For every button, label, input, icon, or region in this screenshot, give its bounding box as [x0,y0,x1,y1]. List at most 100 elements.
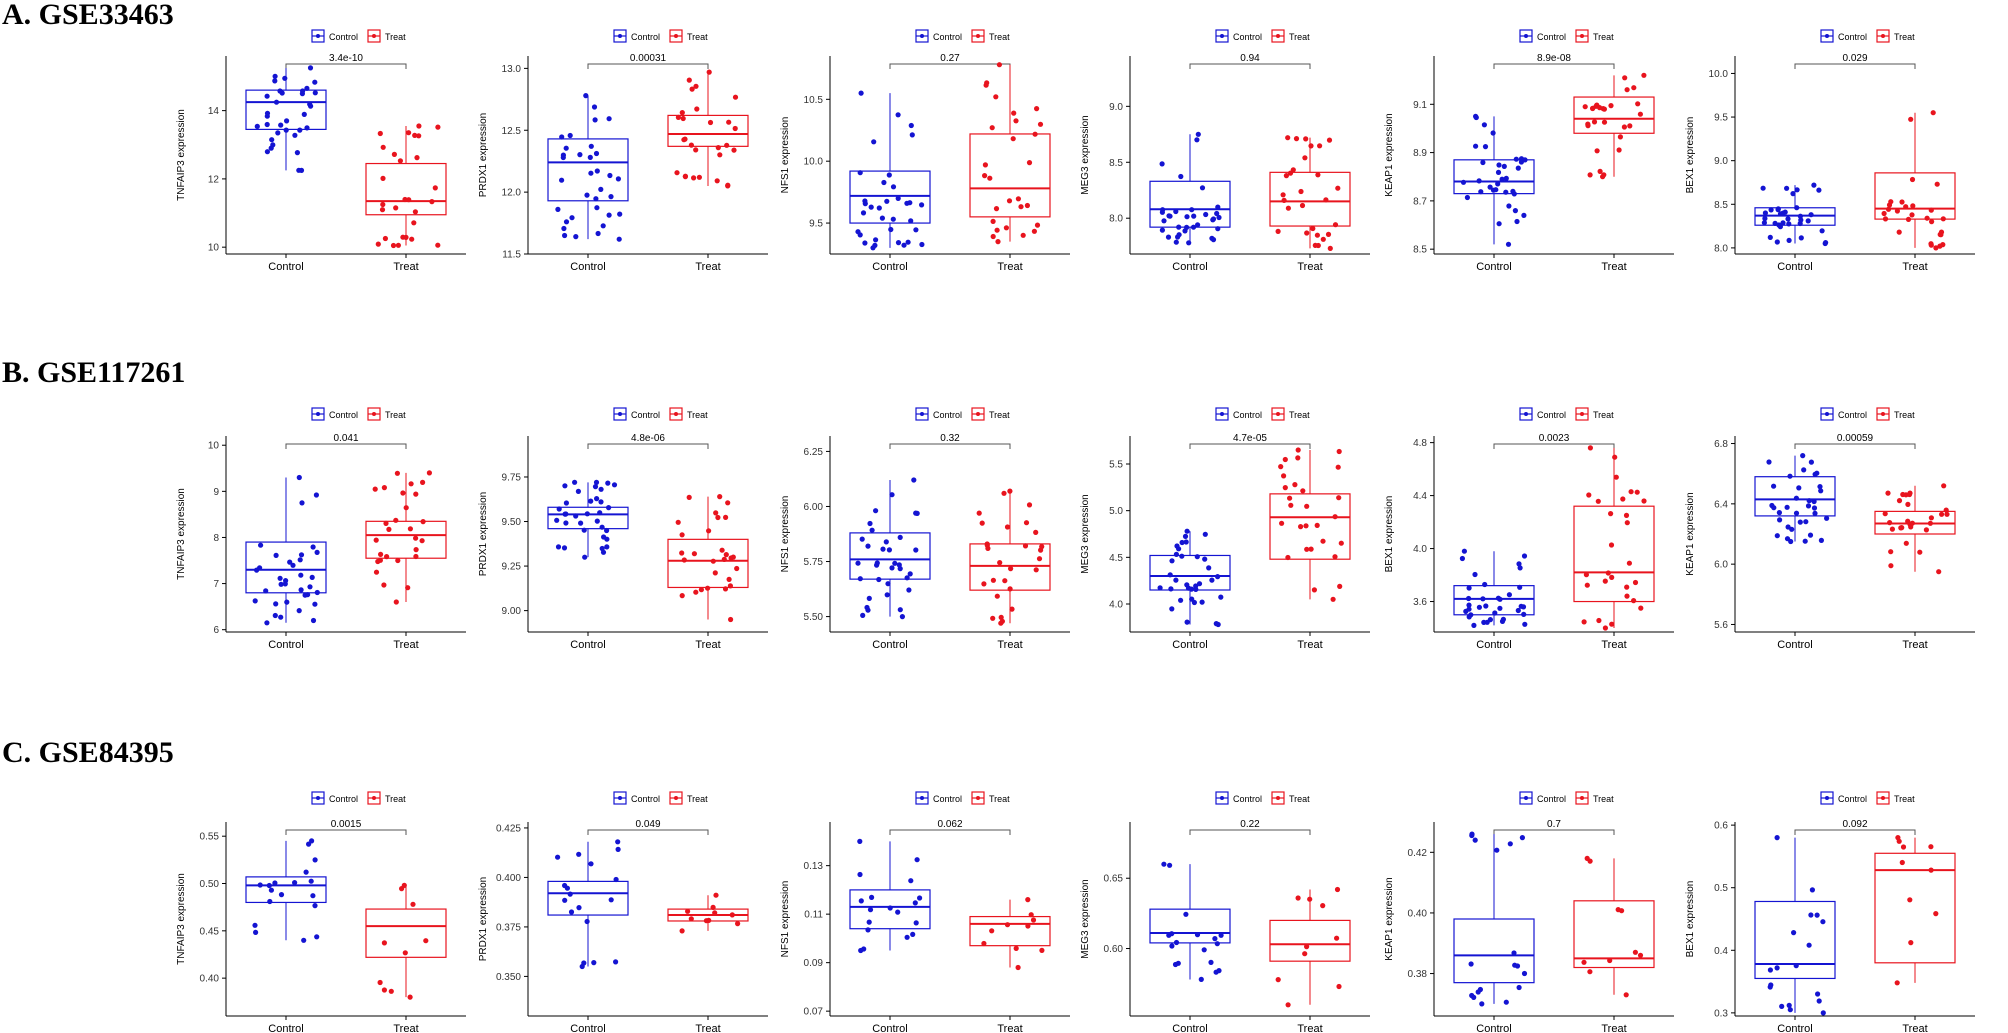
sec0-panel3-group-treat-point [1332,222,1339,228]
sec1-panel5-group-treat-point [1885,490,1891,496]
sec1-panel0-group-treat-point [395,557,401,564]
sec0-panel1-group-control-point [559,177,565,183]
sec1-panel3-group-treat-point [1336,495,1342,501]
sec1-panel5-group-control-point [1787,473,1793,479]
sec1-panel5-group-control-point [1793,510,1800,516]
sec1-panel3-group-control-point [1174,543,1180,549]
sec0-panel4-group-treat-point [1608,103,1614,109]
sec0-panel1-group-treat-point [725,182,731,188]
sec0-panel5-group-control-point [1761,220,1767,226]
sec0-panel2-group-control-point [860,210,867,216]
sec1-panel5-group-control-point [1824,515,1830,521]
sec1-panel1-group-treat-point [710,558,716,564]
sec0-panel5-group-treat-point [1908,116,1914,122]
sec2-panel0-group-control-point [278,892,285,898]
sec2-panel5-y-tick-label: 0.4 [1714,946,1728,957]
sec1-panel4-y-tick-label: 4.4 [1413,491,1427,502]
sec0-panel5-y-tick-label: 10.0 [1709,69,1729,80]
sec1-panel5-group-control-point [1785,524,1791,530]
sec1-panel2-group-control-point [911,477,917,483]
sec1-panel3-group-control-point [1179,553,1185,559]
sec2-panel4-group-control-point [1475,989,1481,995]
sec0-panel4-group-control-point [1496,162,1502,168]
sec2-panel5-group-control-point [1787,1007,1793,1013]
sec2-panel1-legend-label-treat: Treat [687,794,708,804]
sec1-panel0-group-treat-point [394,470,400,476]
sec0-panel1-group-control-point [567,132,573,139]
sec1-panel4-group-control-point [1459,555,1465,562]
sec0-panel0-group-treat-point [416,123,422,129]
sec2-panel1-group-control-point [562,882,568,889]
sec2-panel5-legend-label-treat: Treat [1894,794,1915,804]
sec2-panel4-group-control-point [1494,847,1500,853]
sec1-panel1-group-control-point [604,544,610,550]
sec1-panel2-legend-label-treat: Treat [989,410,1010,420]
sec0-panel0-group-control-point [307,65,314,71]
sec0-panel2-group-treat-point [982,173,988,179]
sec2-panel1-group-control-point [567,891,573,897]
sec2-panel2-group-treat-point [1004,922,1011,928]
sec1-panel5-group-control-point [1776,509,1782,516]
sec1-panel2-group-control-point [857,576,863,582]
sec1-panel0-legend-label-control: Control [329,410,358,420]
sec0-panel0-group-treat-point [411,220,417,226]
sec1-panel3-group-control-point [1206,565,1212,571]
sec1-panel1-group-treat-point [705,585,711,591]
sec2-panel0-group-control-point [310,893,316,899]
sec0-panel0-group-control-point [269,137,275,143]
sec2-panel1-y-tick-label: 0.375 [496,922,521,933]
sec1-panel5-group-treat-point [1905,501,1911,507]
sec0-panel5-y-tick-label: 8.5 [1714,200,1728,211]
sec1-panel1-group-control-point [562,483,568,489]
sec2-panel0-group-control-point [314,934,320,940]
sec0-panel0-group-control-point [272,78,278,84]
sec2-panel1-group-treat-point [712,910,718,916]
sec0-panel2-group-treat-box [969,133,1051,218]
sec0-panel2-group-control-point [908,218,914,224]
sec0-panel0-x-tick-label-control: Control [268,261,303,273]
sec2-panel1-group-control-point [555,854,561,860]
sec1-panel5-x-tick-label-treat: Treat [1902,639,1927,651]
sec1-panel0-group-control-point [296,474,302,481]
sec0-panel2-group-control-point [908,122,914,129]
sec1-panel3-group-control-point [1189,596,1195,602]
sec2-panel1-group-treat-point [729,912,735,918]
sec0-panel4-group-control-point [1490,130,1496,136]
sec2-panel0-group-treat-point [410,901,416,907]
sec0-panel4-group-control-point [1503,189,1509,195]
sec1-panel3-pvalue-bracket [1189,443,1311,449]
sec0-panel0-group-treat-point [397,158,403,164]
sec2-panel0-pvalue-bracket [285,829,407,835]
sec2-panel4-group-control-point [1521,970,1528,977]
sec0-panel2-group-control-point [881,179,887,186]
sec0-panel5-group-control-point [1785,216,1791,222]
sec0-panel3-group-treat-point [1285,135,1291,141]
sec2-panel4-group-control-point [1507,841,1513,847]
sec1-panel2-y-tick-label: 5.50 [804,612,824,623]
sec1-panel3-group-control-point [1157,585,1163,591]
sec0-panel3-group-control-point [1159,161,1165,167]
sec1-panel3-group-control-point [1173,577,1179,583]
sec0-panel1-group-control-point [559,134,565,140]
sec2-panel5-group-control-point [1779,1003,1785,1010]
sec2-panel0-x-tick-label-treat: Treat [393,1023,418,1033]
sec1-panel3-group-control-point [1183,539,1189,545]
sec0-panel1-group-treat-box [667,114,749,147]
sec1-panel4-group-treat-box [1573,505,1655,603]
sec1-panel0-pvalue-bracket [285,443,407,449]
sec1-panel1-group-treat-point [723,552,729,558]
sec0-panel2-group-control-point [884,198,890,204]
sec1-panel2-group-treat-point [1004,524,1011,530]
sec2-panel2-group-control-box [849,889,931,930]
sec1-panel0-y-tick-label: 8 [213,533,219,544]
sec1-panel5-group-control-point [1805,503,1812,509]
sec0-panel5-x-tick-label-treat: Treat [1902,261,1927,273]
sec1-panel5-group-treat-point [1928,515,1934,521]
sec0-panel2-group-control-point [862,201,868,207]
sec0-panel0-group-treat-point [390,242,397,249]
sec1-panel3-group-control-box [1149,554,1231,591]
sec2-panel1-group-control-point [576,851,582,857]
sec1-panel1-x-tick-label-control: Control [570,639,605,651]
sec1-panel1-group-treat-point [723,514,729,521]
